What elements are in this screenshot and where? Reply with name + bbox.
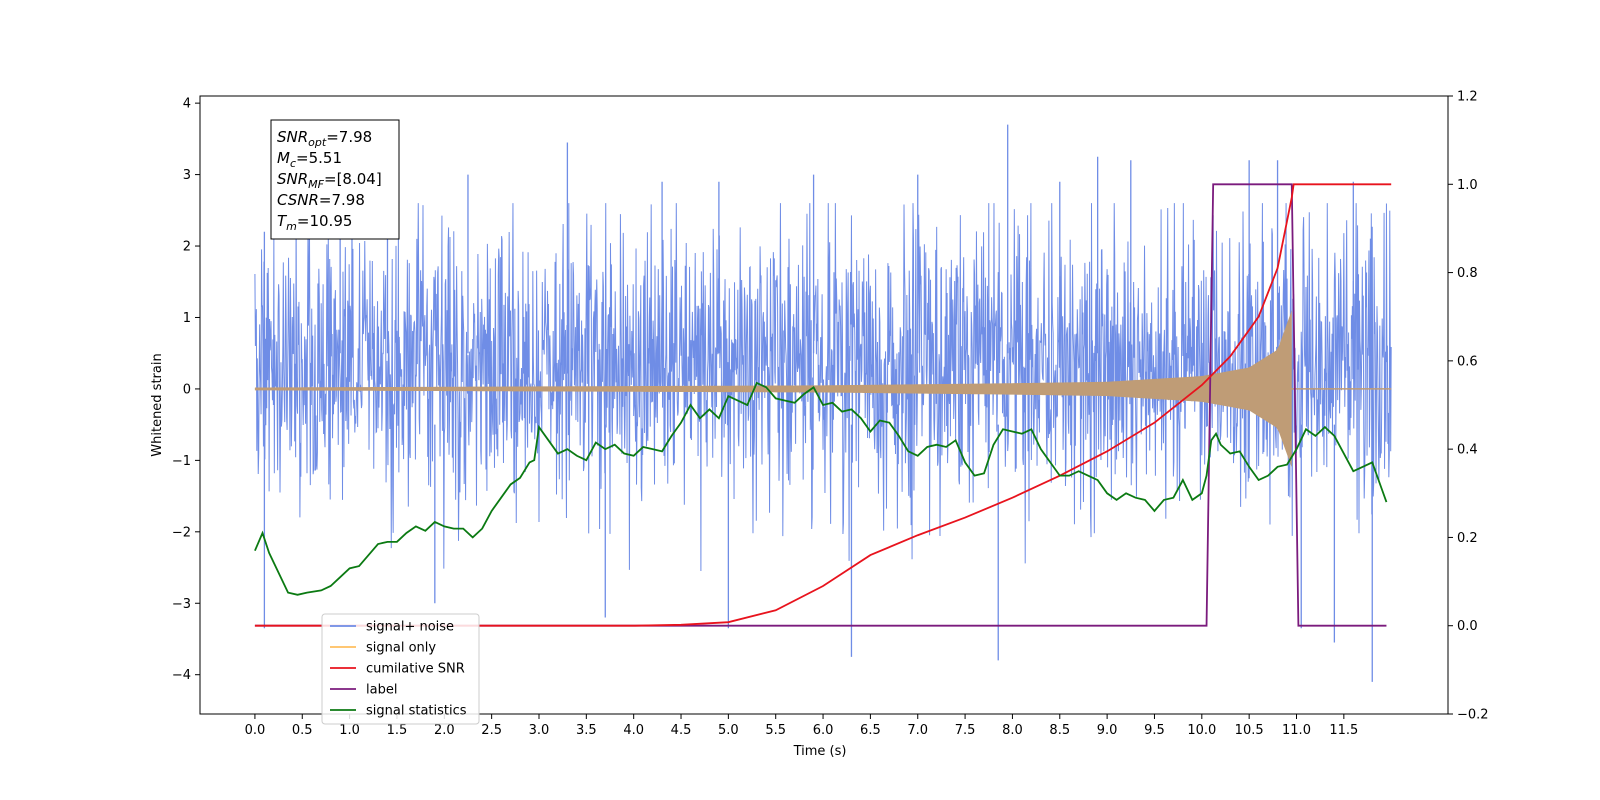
annotation-symbol: M (277, 149, 290, 167)
x-tick-label: 10.5 (1235, 723, 1264, 738)
x-tick-label: 1.0 (339, 723, 360, 738)
x-tick-label: 6.5 (860, 723, 881, 738)
legend-label: signal only (366, 641, 436, 656)
legend-label: cumilative SNR (366, 662, 465, 677)
y-right-tick-label: 0.8 (1457, 266, 1478, 281)
annotation-line: Tm=10.95 (277, 212, 352, 233)
x-tick-label: 1.5 (387, 723, 408, 738)
series-label (254, 183, 1387, 627)
legend-frame (321, 613, 480, 725)
annotation-value: =5.51 (296, 149, 342, 167)
y-right-tick-label: 0.0 (1457, 619, 1478, 634)
x-tick-label: 3.0 (529, 723, 550, 738)
x-tick-label: 5.0 (718, 723, 739, 738)
x-tick-label: 5.5 (765, 723, 786, 738)
y-axis-right-ticks: 1.2 1.0 0.8 0.6 0.4 0.2 0.0 −0.2 (1448, 90, 1489, 723)
x-tick-label: 7.5 (955, 723, 976, 738)
plot-frame (199, 95, 1449, 715)
y-left-tick-label: 2 (183, 240, 191, 255)
y-left-tick-label: −4 (172, 668, 191, 683)
series-cumilative-snr (254, 183, 1392, 627)
y-left-tick-label: −2 (172, 525, 191, 540)
x-tick-label: 4.5 (671, 723, 692, 738)
y-left-tick-label: 1 (183, 311, 191, 326)
x-tick-label: 11.5 (1329, 723, 1358, 738)
y-axis-left-ticks: 4 3 2 1 0 −1 −2 −3 −4 (172, 97, 200, 683)
legend-label: signal+ noise (366, 620, 454, 635)
annotation-symbol: T (277, 212, 288, 230)
x-tick-label: 11.0 (1282, 723, 1311, 738)
x-tick-label: 4.0 (623, 723, 644, 738)
series-signal-statistics (254, 381, 1388, 596)
annotation-frame (270, 119, 400, 240)
x-tick-label: 8.5 (1049, 723, 1070, 738)
y-left-tick-label: 0 (183, 382, 191, 397)
annotation-symbol: SNR (277, 170, 308, 188)
annotation-subscript: m (286, 220, 297, 233)
y-left-tick-label: 4 (183, 97, 191, 112)
x-axis-label: Time (s) (793, 744, 847, 759)
annotation-symbol: CSNR (277, 191, 319, 209)
annotation-symbol: SNR (277, 128, 308, 146)
y-left-tick-label: −1 (172, 454, 191, 469)
x-axis-ticks: 0.0 0.5 1.0 1.5 2.0 2.5 3.0 3.5 4.0 4.5 5.0 5.5 6.0 6… (245, 714, 1358, 738)
annotation-value: =7.98 (326, 128, 372, 146)
x-tick-label: 9.5 (1144, 723, 1165, 738)
series-signal-only (254, 310, 1392, 468)
annotation-value: =[8.04] (324, 170, 382, 188)
x-tick-label: 2.5 (481, 723, 502, 738)
y-right-tick-label: 0.4 (1457, 443, 1478, 458)
y-right-tick-label: 0.6 (1457, 354, 1478, 369)
right-axis-series (254, 183, 1392, 627)
legend: signal+ noise signal only cumilative SNR la… (321, 613, 480, 725)
signal-noise-line (254, 203, 1392, 572)
legend-label: signal statistics (366, 704, 467, 719)
annotation-line: SNRopt=7.98 (277, 128, 372, 149)
annotation-value: =10.95 (297, 212, 353, 230)
x-tick-label: 9.0 (1097, 723, 1118, 738)
y-axis-label: Whitened strain (150, 353, 165, 456)
annotation-value: =7.98 (319, 191, 365, 209)
x-tick-label: 0.5 (292, 723, 313, 738)
x-tick-label: 8.0 (1002, 723, 1023, 738)
x-tick-label: 2.0 (434, 723, 455, 738)
x-tick-label: 7.0 (907, 723, 928, 738)
series-signal-noise (254, 124, 1392, 682)
annotation-line: SNRMF=[8.04] (277, 170, 382, 191)
annotation-box: SNRopt=7.98Mc=5.51SNRMF=[8.04]CSNR=7.98T… (270, 119, 400, 240)
x-tick-label: 10.0 (1187, 723, 1216, 738)
x-tick-label: 6.0 (813, 723, 834, 738)
annotation-line: CSNR=7.98 (277, 191, 365, 209)
y-right-tick-label: 1.2 (1457, 90, 1478, 105)
legend-label: label (366, 683, 397, 698)
annotation-subscript: c (290, 157, 296, 170)
y-right-tick-label: 0.2 (1457, 531, 1478, 546)
x-tick-label: 0.0 (245, 723, 266, 738)
y-right-tick-label: −0.2 (1457, 708, 1489, 723)
y-left-tick-label: 3 (183, 168, 191, 183)
x-tick-label: 3.5 (576, 723, 597, 738)
annotation-line: Mc=5.51 (277, 149, 342, 170)
annotation-subscript: MF (308, 178, 324, 191)
y-left-tick-label: −3 (172, 597, 191, 612)
y-right-tick-label: 1.0 (1457, 178, 1478, 193)
annotation-subscript: opt (308, 136, 327, 149)
